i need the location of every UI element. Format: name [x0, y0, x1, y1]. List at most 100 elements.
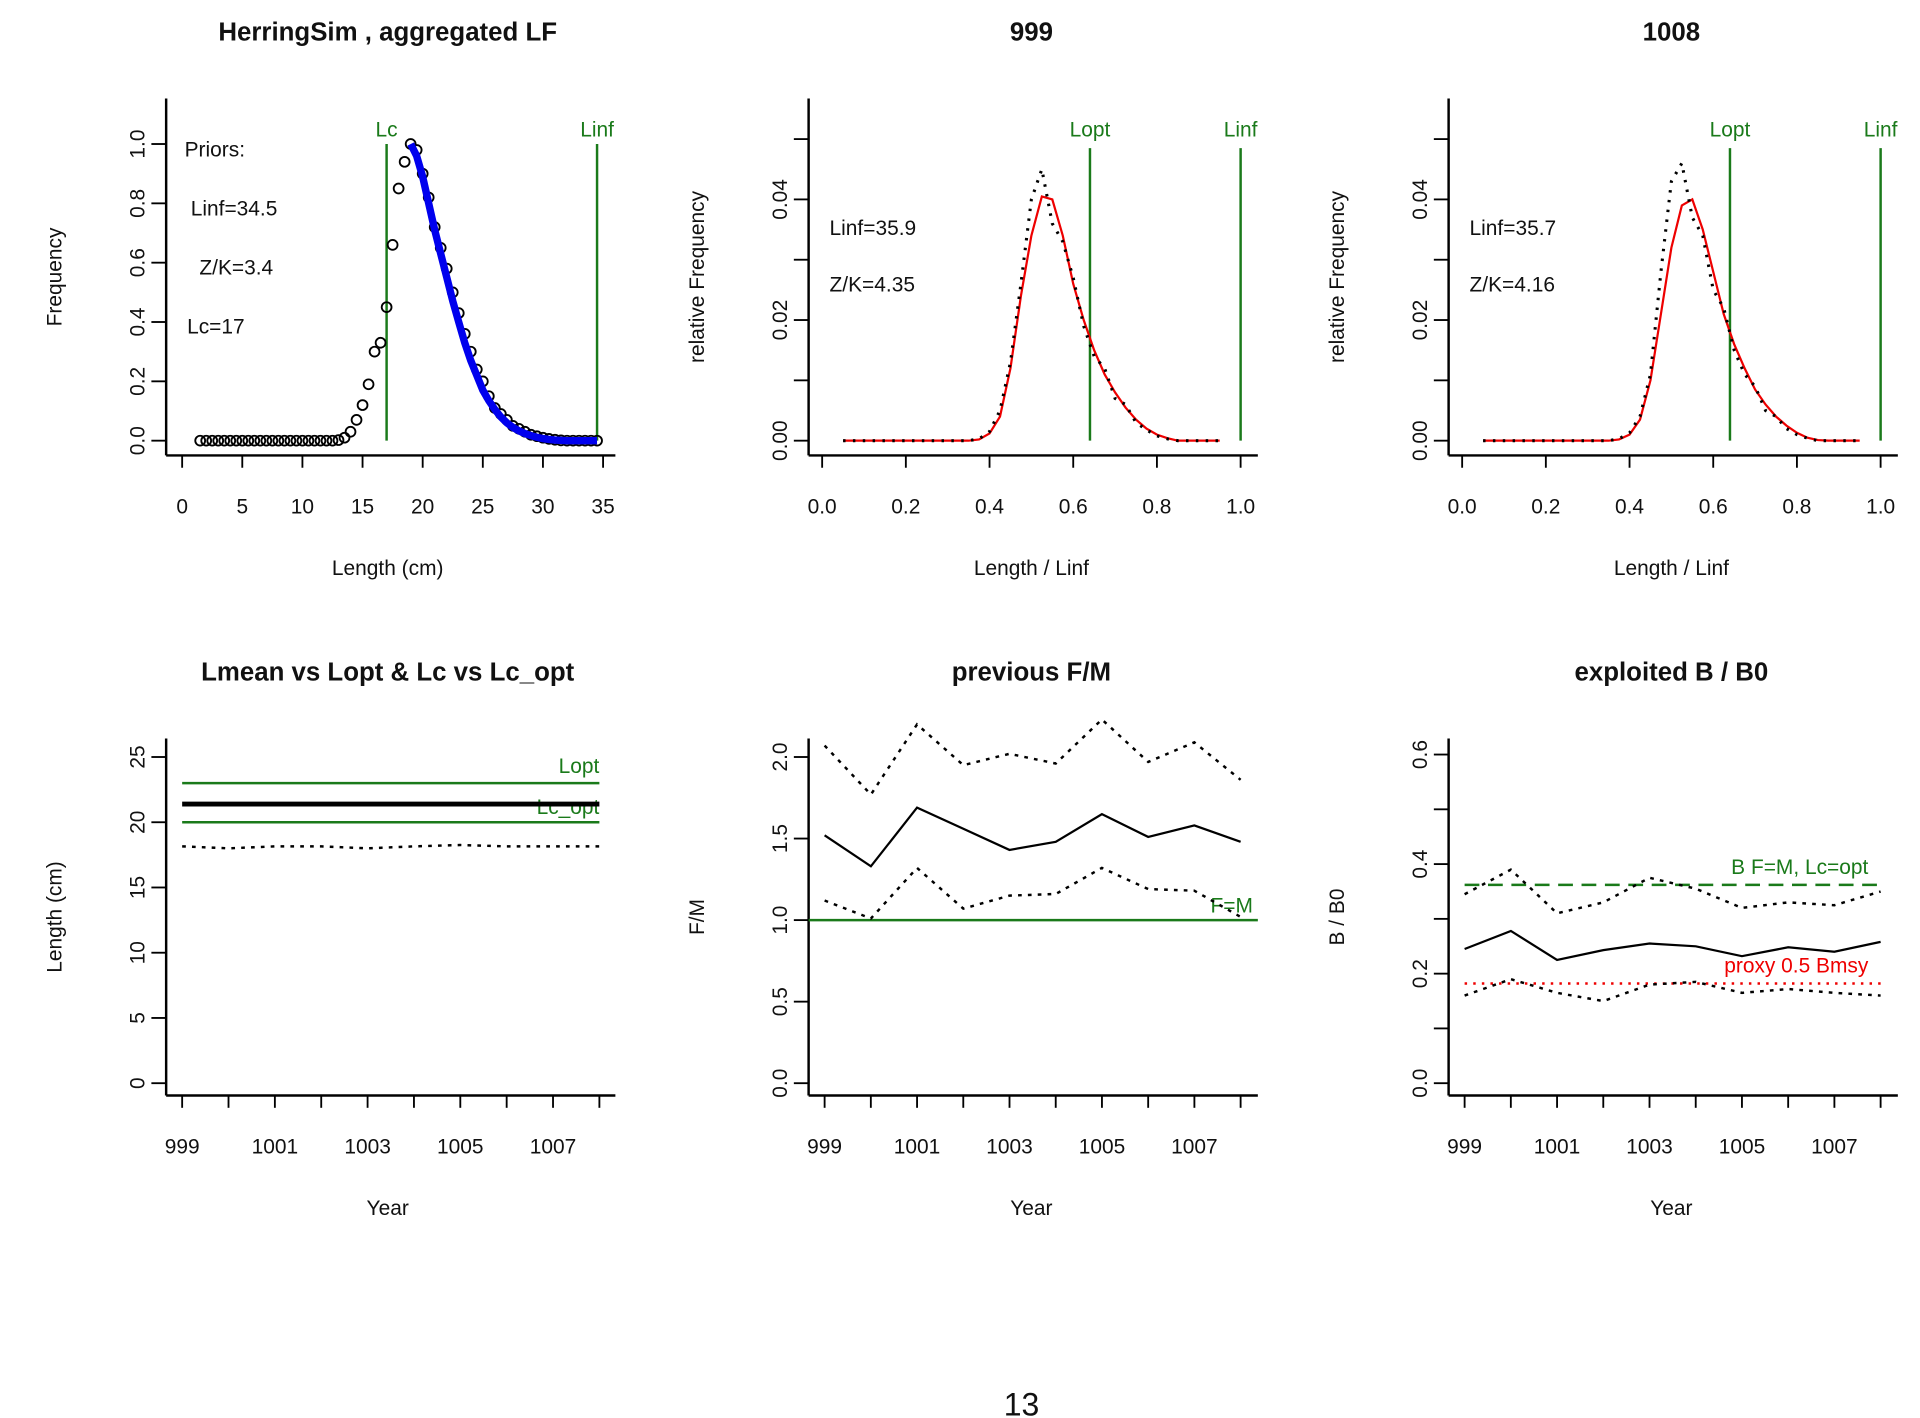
observed-point	[260, 434, 273, 447]
y-tick-label: 20	[127, 811, 150, 834]
y-tick-label: 0.0	[1409, 1069, 1432, 1098]
y-tick-label: 0.6	[127, 248, 150, 277]
x-tick-label: 1003	[344, 1135, 391, 1158]
y-tick-label: 0.0	[127, 426, 150, 455]
y-tick-label: 1.0	[769, 906, 792, 935]
observed-point	[194, 434, 207, 447]
x-tick-label: 999	[807, 1135, 842, 1158]
observed-point	[278, 434, 291, 447]
y-tick-label: 0.02	[769, 300, 792, 341]
y-tick-label: 1.0	[127, 129, 150, 158]
observed-point	[266, 434, 279, 447]
y-tick-label: 0.6	[1409, 740, 1432, 769]
hline-label: Lc_opt	[537, 796, 600, 819]
observed-point	[212, 434, 225, 447]
y-tick-label: 1.5	[769, 824, 792, 853]
observed-point	[248, 434, 261, 447]
y-tick-label: 5	[127, 1012, 150, 1024]
series-line-2	[1464, 977, 1881, 1003]
y-tick-label: 0.00	[1409, 420, 1432, 461]
observed-point	[218, 434, 231, 447]
annotation: Priors:	[185, 138, 245, 161]
x-tick-label: 1001	[894, 1135, 941, 1158]
y-tick-label: 0.04	[769, 179, 792, 220]
observed-point	[254, 434, 267, 447]
observed-point	[200, 434, 213, 447]
y-tick-label: 0.5	[769, 987, 792, 1016]
observed-point	[374, 336, 387, 349]
vline-label: Lopt	[1070, 119, 1111, 142]
x-tick-label: 35	[591, 495, 614, 518]
x-tick-label: 1001	[1534, 1135, 1581, 1158]
observed-point	[386, 239, 399, 251]
chart-title: 999	[1010, 19, 1053, 47]
x-tick-label: 1003	[1626, 1135, 1673, 1158]
y-tick-label: 0.0	[769, 1069, 792, 1098]
annotation: Linf=35.7	[1470, 217, 1557, 240]
observed-point	[314, 434, 327, 447]
x-tick-label: 15	[351, 495, 374, 518]
x-tick-label: 0	[176, 495, 188, 518]
x-tick-label: 1001	[252, 1135, 299, 1158]
x-tick-label: 1003	[986, 1135, 1033, 1158]
observed-point	[350, 414, 363, 426]
y-axis-label: B / B0	[1326, 889, 1349, 946]
annotation: Linf=34.5	[191, 197, 278, 220]
observed-point	[356, 399, 369, 411]
x-axis-label: Length / Linf	[974, 557, 1089, 580]
observed-line	[1483, 158, 1860, 443]
observed-point	[242, 434, 255, 447]
x-tick-label: 0.4	[1615, 495, 1644, 518]
x-tick-label: 0.2	[1531, 495, 1560, 518]
observed-point	[398, 155, 411, 168]
x-axis-label: Year	[1010, 1197, 1052, 1220]
chart-title: Lmean vs Lopt & Lc vs Lc_opt	[201, 659, 575, 687]
hline-label: F=M	[1211, 895, 1253, 918]
x-tick-label: 25	[471, 495, 494, 518]
x-tick-label: 999	[165, 1135, 200, 1158]
observed-point	[344, 425, 357, 438]
series-line-1	[1464, 868, 1881, 915]
y-tick-label: 0	[127, 1077, 150, 1089]
x-tick-label: 1007	[1171, 1135, 1218, 1158]
x-tick-label: 20	[411, 495, 434, 518]
x-tick-label: 1005	[437, 1135, 484, 1158]
observed-point	[296, 434, 309, 447]
annotation: Z/K=4.35	[830, 274, 915, 297]
observed-point	[272, 434, 285, 447]
vline-label: Linf	[1224, 119, 1258, 142]
observed-point	[326, 434, 339, 447]
observed-point	[308, 434, 321, 447]
panel-5: previous F/M 999 1001 1003 1005 1007 0.0 0.5 1.0…	[686, 659, 1258, 1220]
vline-label: Linf	[580, 119, 614, 142]
series-line-2	[824, 866, 1242, 920]
fit-line	[843, 195, 1220, 442]
x-tick-label: 1.0	[1866, 495, 1895, 518]
y-tick-label: 0.2	[1409, 959, 1432, 988]
series-line-0	[823, 806, 1241, 868]
observed-point	[332, 434, 345, 446]
page-number: 13	[1004, 1387, 1040, 1418]
observed-point	[224, 434, 237, 447]
x-tick-label: 0.6	[1699, 495, 1728, 518]
series-line-1	[823, 717, 1242, 797]
y-tick-label: 0.4	[127, 307, 150, 336]
vline-label: Linf	[1864, 119, 1898, 142]
x-tick-label: 5	[236, 495, 248, 518]
annotation: Z/K=3.4	[199, 256, 273, 279]
panel-1: HerringSim , aggregated LF 0 5 10 15 20 25 30 35…	[44, 19, 616, 580]
vline-label: Lopt	[1710, 119, 1751, 142]
y-tick-label: 0.02	[1409, 300, 1432, 341]
y-tick-label: 0.8	[127, 189, 150, 218]
y-axis-label: F/M	[686, 899, 709, 935]
hline-label: Lopt	[559, 755, 600, 778]
fit-line	[407, 142, 598, 445]
x-axis-label: Length / Linf	[1614, 557, 1729, 580]
y-axis-label: relative Frequency	[1326, 190, 1349, 363]
y-tick-label: 15	[127, 876, 150, 899]
chart-title: HerringSim , aggregated LF	[218, 19, 557, 47]
observed-point	[290, 434, 303, 447]
panel-3: 1008 0.0 0.2 0.4 0.6 0.8 1.0 0.00 0.02 0.04 Length…	[1326, 19, 1898, 580]
y-axis-label: relative Frequency	[686, 190, 709, 363]
